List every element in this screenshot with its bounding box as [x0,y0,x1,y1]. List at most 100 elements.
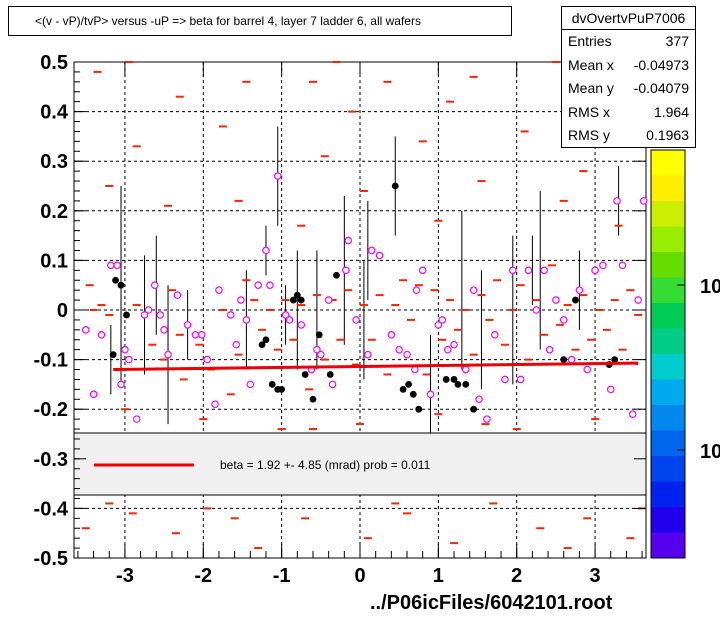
open-circle-marker [237,296,245,304]
stats-value: 0.1963 [646,127,689,143]
fit-legend-label: beta = 1.92 +- 4.85 (mrad) prob = 0.011 [220,458,431,472]
open-circle-marker [160,326,168,334]
stats-row: RMS x 1.964 [562,101,695,125]
palette-band [651,430,685,457]
open-circle-marker [364,350,372,359]
open-circle-marker [438,316,447,324]
open-circle-marker [297,321,306,329]
filled-circle-marker [333,271,340,279]
palette-band [651,277,685,304]
open-circle-marker [246,380,255,389]
open-circle-marker [140,311,149,319]
open-circle-marker [81,326,90,334]
stats-label: Entries [568,33,612,49]
y-axis: -0.5 -0.4 -0.3 -0.2 -0.1 0 0.1 0.2 0.3 0.4 0.5 [34,52,646,570]
open-circle-marker [344,236,353,245]
open-circle-marker [328,380,337,389]
open-circle-marker [262,246,270,255]
open-circle-marker [483,415,491,423]
y-tick-label: -0.5 [34,548,68,570]
open-circle-marker [173,291,182,299]
palette-band [651,328,685,355]
open-circle-marker [164,350,172,359]
open-circle-marker [461,365,470,374]
filled-circle-markers [109,182,619,413]
open-circle-marker [150,281,159,290]
x-tick-label: -1 [273,565,291,587]
open-circle-marker [107,261,115,270]
filled-circle-marker [315,331,323,339]
open-circle-marker [254,281,262,290]
fit-line-segment [113,361,639,372]
open-circle-marker [395,345,403,354]
filled-circle-marker [611,356,619,363]
y-tick-label: 0.3 [40,151,68,173]
open-circle-marker [113,261,121,270]
open-circle-marker [524,266,533,275]
filled-circle-marker [123,311,130,319]
open-circle-marker [375,251,384,260]
y-tick-label: 0.2 [40,201,68,223]
open-circle-marker [559,316,568,324]
open-circle-marker [285,316,294,324]
filled-circle-marker [572,296,579,304]
open-circle-marker [317,350,325,359]
open-circle-marker [242,316,251,324]
open-circle-marker [412,286,421,294]
y-tick-label: 0.4 [40,102,69,124]
y-tick-label: -0.3 [34,449,68,471]
palette-band [651,175,685,202]
y-tick-label: -0.1 [34,350,68,372]
x-tick-label: -3 [116,565,134,587]
filled-circle-marker [309,395,317,403]
open-circle-marker [599,261,607,270]
stats-label: Mean x [568,56,614,73]
open-circle-marker [490,330,499,339]
y-tick-label: -0.2 [34,399,68,421]
open-circle-marker [117,380,125,389]
open-circle-marker [273,172,282,180]
open-circle-marker [97,330,106,339]
filled-circle-marker [109,351,117,359]
open-circle-marker [628,410,637,418]
stats-row: Mean y -0.04079 [562,77,695,101]
filled-circle-marker [454,381,462,388]
x-tick-label: 1 [433,565,444,587]
fit-line [113,361,639,372]
palette-band [651,226,685,253]
filled-circle-marker [405,381,412,388]
stats-row: RMS y 0.1963 [562,124,695,148]
open-circle-marker [552,296,560,304]
filled-circle-marker [415,405,423,413]
y-tick-label: 0.5 [40,52,68,74]
palette-band [651,354,685,380]
open-circle-marker [89,390,98,399]
color-palette: 10 10 [650,149,720,559]
stats-name: dvOvertvPuP7006 [562,7,695,30]
chart-title: <(v - vP)/tvP> versus -uP => beta for ba… [8,6,512,36]
y-tick-label: -0.4 [34,498,69,520]
open-circle-marker [313,345,321,354]
open-circle-marker [125,355,133,364]
fit-legend: beta = 1.92 +- 4.85 (mrad) prob = 0.011 [73,432,647,496]
open-circle-marker [232,340,240,349]
open-circle-marker [634,296,642,304]
stats-row: Mean x -0.04973 [562,54,695,78]
open-circle-marker [211,400,219,409]
file-name: ../P06icFiles/6042101.root [370,592,613,614]
filled-circle-marker [258,341,266,349]
x-tick-label: -2 [194,565,212,587]
palette-band [651,150,685,176]
open-circle-marker [567,355,576,364]
stats-box: dvOvertvPuP7006 Entries 377 Mean x -0.0497… [561,6,696,148]
open-circle-marker [121,345,129,354]
stats-value: -0.04079 [633,80,689,96]
open-circle-marker [583,365,592,374]
open-circle-marker [418,266,427,275]
open-circle-marker [613,197,621,205]
filled-circle-marker [462,381,470,388]
open-circle-marker [342,266,350,275]
open-circle-marker [183,321,192,329]
open-circle-marker [387,330,396,339]
open-circle-marker [426,390,435,399]
